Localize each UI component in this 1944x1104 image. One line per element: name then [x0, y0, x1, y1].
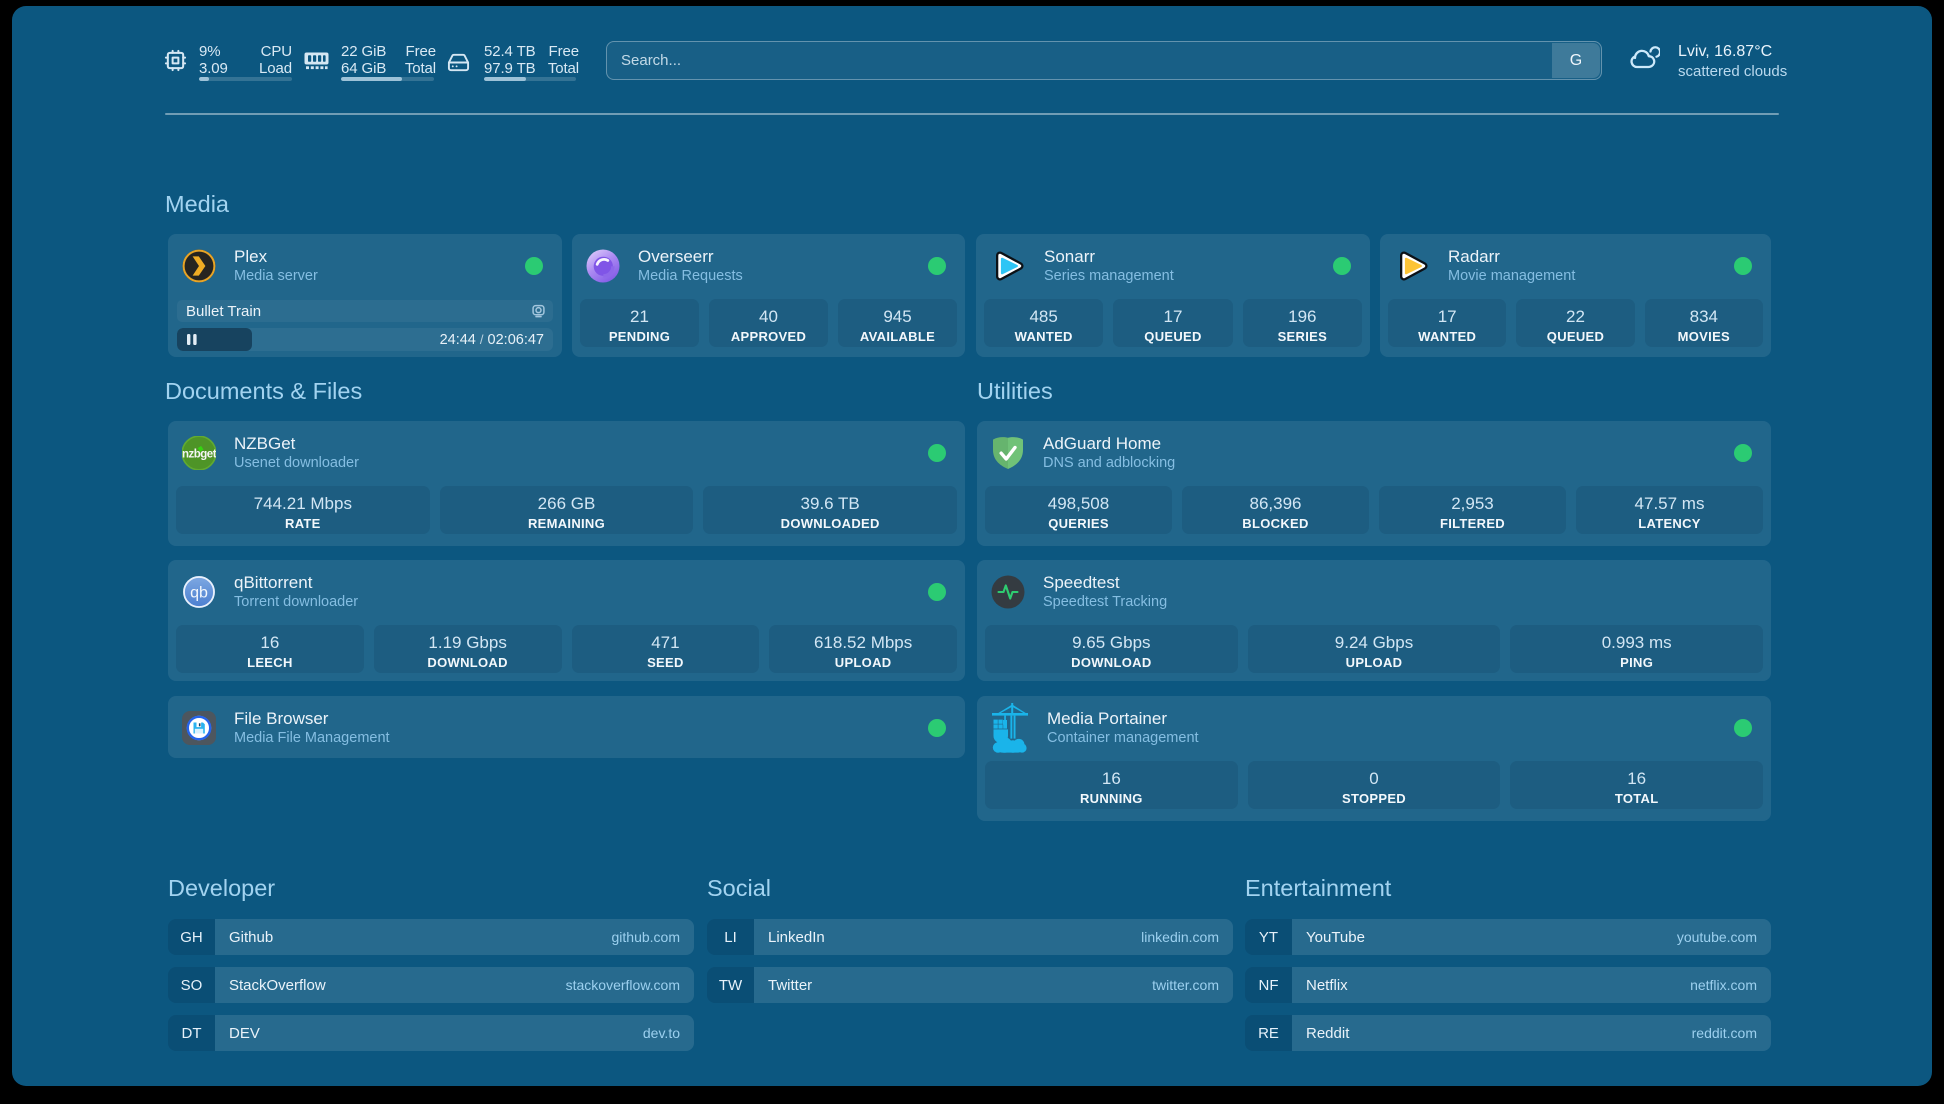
svg-text:nzbget: nzbget: [182, 449, 216, 461]
svg-text:qb: qb: [190, 585, 208, 602]
